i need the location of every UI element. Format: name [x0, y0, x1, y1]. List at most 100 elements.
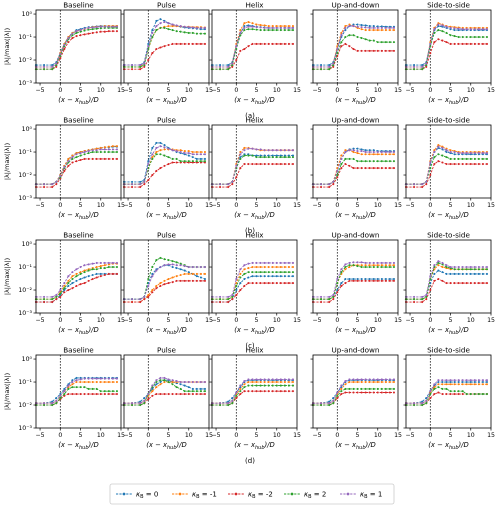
data-point	[453, 150, 456, 154]
data-point	[332, 294, 335, 297]
data-point	[75, 275, 78, 278]
data-point	[356, 160, 359, 163]
data-point	[95, 27, 98, 30]
data-point	[445, 41, 448, 44]
data-point	[477, 268, 480, 271]
data-point	[227, 64, 230, 67]
data-point	[251, 282, 254, 285]
data-point	[437, 379, 440, 382]
data-point	[175, 267, 178, 270]
panel-title: Baseline	[63, 116, 94, 125]
data-point	[267, 42, 270, 45]
x-tick-label: 15	[205, 87, 213, 94]
data-point	[421, 298, 424, 301]
data-point	[352, 279, 355, 282]
data-point	[75, 284, 78, 288]
data-point	[95, 150, 98, 154]
data-point	[199, 26, 202, 29]
x-tick-label: 5	[449, 432, 453, 439]
x-tick-label: −5	[123, 432, 132, 439]
data-point	[191, 390, 194, 393]
data-point	[372, 261, 375, 265]
data-point	[413, 65, 416, 68]
data-point	[199, 390, 202, 393]
data-point	[445, 282, 448, 285]
data-point	[291, 275, 295, 278]
data-point	[231, 65, 234, 68]
series-line	[124, 264, 206, 300]
data-point	[481, 265, 484, 269]
data-point	[227, 183, 230, 186]
data-point	[263, 42, 266, 45]
x-tick-label: −5	[405, 432, 414, 439]
axes-frame	[405, 9, 492, 84]
data-point	[175, 42, 178, 45]
x-tick-label: 15	[487, 87, 495, 94]
data-point	[83, 27, 86, 30]
data-point	[384, 29, 387, 32]
data-point	[453, 35, 456, 38]
data-point	[413, 402, 416, 405]
x-tick-label: 15	[394, 317, 402, 324]
series-line	[124, 379, 205, 406]
data-point	[291, 271, 295, 274]
data-point	[320, 298, 323, 301]
x-tick-label: −5	[35, 432, 44, 439]
panel-0-3: Up-and-down−5 0 5 10 15(x − xhub)/D	[310, 1, 402, 106]
data-point	[477, 157, 480, 160]
data-point	[179, 383, 182, 386]
data-point	[392, 278, 396, 281]
data-point	[59, 288, 62, 292]
data-point	[151, 146, 154, 150]
data-point	[75, 268, 78, 271]
y-tick-label: 10⁻²	[18, 57, 32, 64]
panel-2-3: Up-and-down−5 0 5 10 15(x − xhub)/D	[310, 231, 402, 336]
data-point	[75, 393, 78, 396]
data-point	[287, 42, 290, 45]
data-point	[167, 278, 170, 281]
data-point	[171, 276, 174, 279]
axes-frame	[123, 354, 210, 429]
data-point	[143, 295, 146, 298]
data-point	[219, 300, 222, 304]
data-point	[107, 157, 110, 160]
data-point	[344, 263, 347, 266]
data-point	[384, 49, 387, 52]
data-point	[243, 146, 246, 150]
data-point	[259, 380, 262, 384]
data-point	[421, 300, 424, 304]
legend-item: κB = -2	[228, 490, 273, 500]
x-tick-label: −5	[123, 87, 132, 94]
data-point	[457, 282, 460, 285]
data-point	[336, 48, 339, 51]
data-point	[191, 150, 194, 154]
data-point	[155, 284, 158, 288]
data-point	[445, 150, 448, 154]
data-point	[368, 149, 371, 152]
data-point	[187, 31, 190, 35]
data-point	[413, 64, 416, 67]
data-point	[328, 298, 331, 301]
data-point	[287, 271, 290, 274]
data-point	[159, 265, 162, 269]
x-tick-label: 15	[487, 202, 495, 209]
data-point	[441, 154, 444, 157]
data-point	[239, 387, 242, 391]
data-point	[159, 256, 162, 259]
data-point	[392, 150, 396, 154]
data-point	[368, 153, 371, 156]
data-point	[291, 163, 295, 166]
data-point	[336, 278, 339, 281]
data-point	[275, 42, 278, 45]
series-line	[36, 158, 117, 188]
data-point	[449, 157, 452, 160]
data-point	[421, 68, 424, 71]
data-point	[147, 45, 150, 48]
data-point	[384, 278, 387, 281]
data-point	[111, 148, 114, 151]
x-tick-label: −5	[123, 317, 132, 324]
data-point	[453, 163, 456, 166]
data-point	[376, 153, 379, 156]
data-point	[259, 261, 262, 265]
data-point	[469, 393, 472, 396]
